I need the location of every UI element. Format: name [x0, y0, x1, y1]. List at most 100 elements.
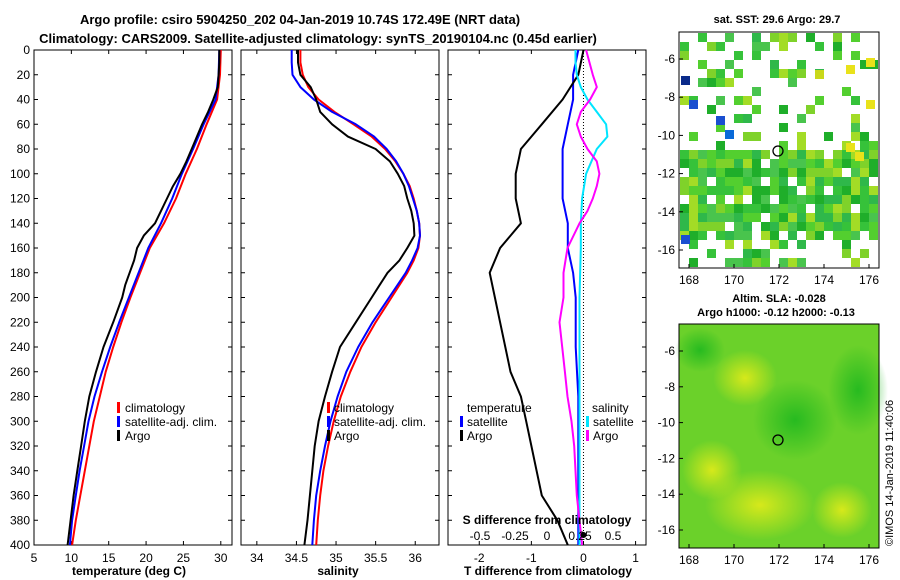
- sst-cell: [725, 177, 734, 186]
- sst-cell: [779, 177, 788, 186]
- sst-cell: [788, 222, 797, 231]
- sst-cell: [779, 42, 788, 51]
- sst-map-axes: 168 170 172 174 176 -6 -8 -10 -12 -14 -16: [658, 52, 880, 287]
- sst-cell: [833, 231, 842, 240]
- sst-cell: [869, 150, 878, 159]
- sst-cell: [689, 168, 698, 177]
- sst-cell: [743, 177, 752, 186]
- sst-cell: [815, 42, 824, 51]
- difference-x-axis: -2 -1 0 1: [474, 50, 639, 565]
- sst-cell: [752, 204, 761, 213]
- sst-cell: [752, 258, 761, 267]
- sst-cell: [833, 159, 842, 168]
- depth-tick-label: 60: [17, 117, 31, 131]
- sst-cell: [734, 195, 743, 204]
- sst-cell: [716, 96, 725, 105]
- sst-cell: [788, 159, 797, 168]
- sst-cell: [860, 222, 869, 231]
- sst-cell: [797, 60, 806, 69]
- sst-cell: [806, 222, 815, 231]
- sst-cell: [680, 177, 689, 186]
- sla-map-title-2: Argo h1000: -0.12 h2000: -0.13: [697, 307, 855, 319]
- sst-cell: [716, 42, 725, 51]
- sst-cell: [797, 258, 806, 267]
- series-argo: [66, 50, 221, 546]
- sst-cell: [707, 249, 716, 258]
- sst-cell: [806, 213, 815, 222]
- sst-cell: [824, 213, 833, 222]
- legend-swatch-argo: [117, 430, 120, 441]
- sst-cell: [779, 222, 788, 231]
- legend-swatch-t-satellite: [460, 416, 463, 427]
- sst-cell: [743, 204, 752, 213]
- sst-cells: [680, 33, 878, 267]
- sst-cell-warm: [846, 143, 855, 152]
- sst-cell: [752, 51, 761, 60]
- sst-cell: [716, 123, 725, 132]
- sst-cell: [707, 213, 716, 222]
- sst-cell: [851, 132, 860, 141]
- sst-cell: [797, 69, 806, 78]
- s-difference-ticks: -0.5 -0.25 0 0.25 0.5: [470, 529, 622, 543]
- sst-cell-cold: [681, 235, 690, 244]
- sst-cell: [815, 222, 824, 231]
- sst-cell: [770, 222, 779, 231]
- sst-cell: [725, 258, 734, 267]
- sst-cell: [716, 177, 725, 186]
- sst-cell-warm: [846, 65, 855, 74]
- sst-cell: [716, 195, 725, 204]
- series-satellite-adj-clim-: [68, 49, 221, 546]
- sst-cell: [869, 141, 878, 150]
- sst-cell: [851, 258, 860, 267]
- sst-cell: [734, 258, 743, 267]
- legend-swatch-s-argo: [586, 430, 589, 441]
- sst-cell: [788, 258, 797, 267]
- sst-cell-cold: [681, 76, 690, 85]
- legend-label-argo: Argo: [334, 429, 360, 443]
- map-x-tick-label: 174: [814, 273, 834, 287]
- sst-cell: [725, 231, 734, 240]
- sst-cell: [851, 195, 860, 204]
- sst-cell: [797, 204, 806, 213]
- sst-cell: [806, 231, 815, 240]
- sst-cell: [851, 177, 860, 186]
- salinity-x-axis: 34 34.5 35 35.5 36: [250, 50, 422, 565]
- sst-cell: [734, 114, 743, 123]
- sst-cell: [689, 177, 698, 186]
- sst-cell: [752, 159, 761, 168]
- sst-cell: [797, 150, 806, 159]
- map-x-tick-label: 172: [769, 273, 789, 287]
- temperature-xlabel: temperature (deg C): [72, 564, 186, 578]
- depth-tick-label: 0: [23, 43, 30, 57]
- sst-cell: [779, 186, 788, 195]
- sla-low-region: [675, 328, 725, 372]
- sst-cell: [716, 213, 725, 222]
- sst-cell: [752, 177, 761, 186]
- sst-cell: [707, 159, 716, 168]
- legend-label-s-satellite: satellite: [593, 415, 634, 429]
- legend-label-t-satellite: satellite: [467, 415, 508, 429]
- sst-cell: [680, 213, 689, 222]
- sst-cell: [770, 168, 779, 177]
- map-x-tick-label: 170: [724, 273, 744, 287]
- sst-cell-warm: [866, 58, 875, 67]
- depth-tick-label: 40: [17, 93, 31, 107]
- sla-high-region: [713, 350, 777, 406]
- sst-cell: [725, 186, 734, 195]
- sst-cell: [743, 168, 752, 177]
- depth-tick-label: 160: [10, 241, 30, 255]
- sst-cell: [806, 177, 815, 186]
- sst-cell: [815, 159, 824, 168]
- sst-cell: [833, 150, 842, 159]
- sst-cell: [752, 150, 761, 159]
- sst-cell: [716, 186, 725, 195]
- argo-location-marker: [772, 434, 784, 446]
- sst-cell: [743, 132, 752, 141]
- salinity-axes: [240, 49, 440, 546]
- sst-cell: [743, 231, 752, 240]
- sst-cell: [698, 150, 707, 159]
- sst-cell: [770, 204, 779, 213]
- sst-cell: [770, 60, 779, 69]
- sst-cell: [743, 213, 752, 222]
- difference-axes: [447, 49, 647, 546]
